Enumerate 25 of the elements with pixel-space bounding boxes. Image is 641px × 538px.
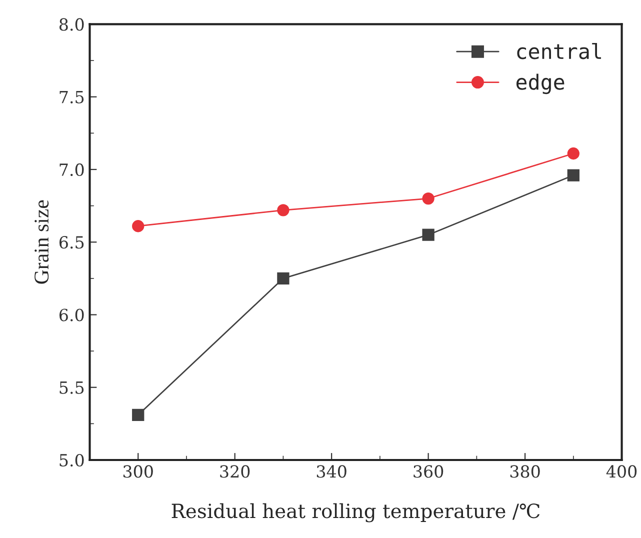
y-tick-label: 5.5 xyxy=(60,382,84,394)
legend-label: edge xyxy=(516,74,564,94)
legend-label: central xyxy=(517,42,601,60)
x-tick-label: 340 xyxy=(316,465,346,478)
point xyxy=(277,204,290,216)
x-tick-label: 320 xyxy=(220,465,250,478)
y-tick-label: 8.0 xyxy=(59,18,84,31)
x-tick-label: 380 xyxy=(510,465,540,478)
x-axis-title: Residual heat rolling temperature /℃ xyxy=(172,503,540,522)
y-axis-title: Grain size xyxy=(34,200,49,284)
x-tick-label: 400 xyxy=(606,465,637,478)
point xyxy=(567,147,580,160)
x-tick-label: 360 xyxy=(414,465,444,478)
point xyxy=(422,192,434,205)
point xyxy=(277,272,290,284)
y-tick-label: 6.5 xyxy=(59,236,84,249)
point xyxy=(422,228,434,241)
point xyxy=(132,408,144,422)
y-tick-label: 7.0 xyxy=(60,163,84,176)
point xyxy=(132,220,144,232)
point xyxy=(567,169,580,182)
y-tick-label: 6.0 xyxy=(59,308,84,322)
y-tick-label: 5.0 xyxy=(60,454,84,467)
x-tick-label: 300 xyxy=(123,465,153,478)
y-tick-label: 7.5 xyxy=(60,91,84,104)
